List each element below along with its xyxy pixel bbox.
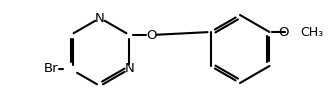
Text: N: N: [124, 63, 134, 75]
Text: Br: Br: [44, 63, 58, 75]
Text: O: O: [146, 29, 157, 41]
Text: CH₃: CH₃: [300, 25, 324, 39]
Text: O: O: [278, 25, 289, 39]
Text: N: N: [95, 11, 105, 24]
